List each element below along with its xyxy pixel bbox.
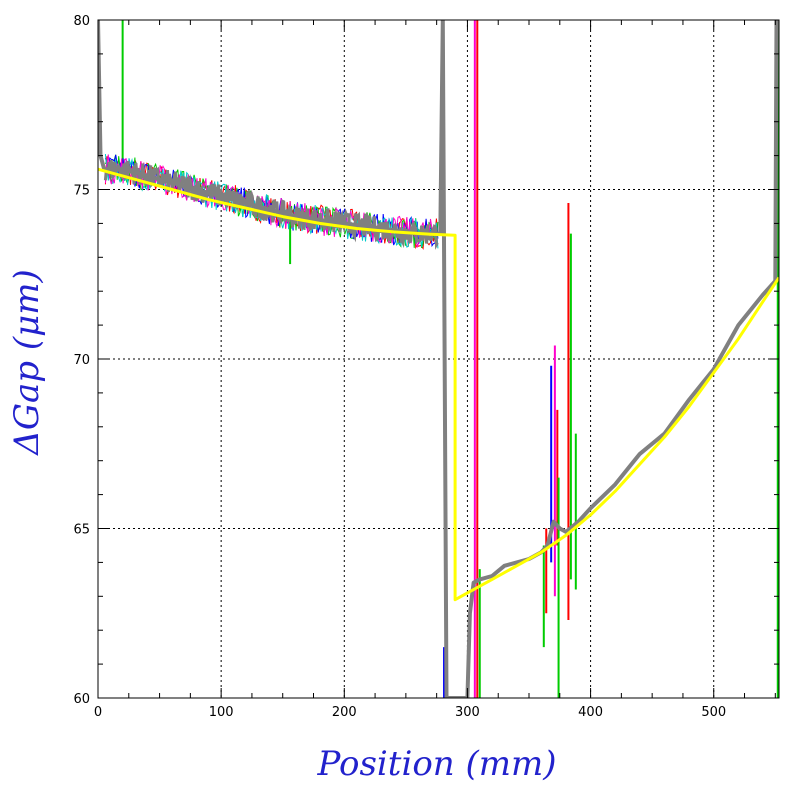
grid [98,20,779,698]
x-axis-title: Position (mm) [316,744,556,784]
x-tick-label: 300 [455,705,480,720]
x-tick-label: 0 [94,705,102,720]
y-tick-label: 75 [73,184,90,199]
series-layer [98,20,779,698]
y-tick-label: 65 [73,523,90,538]
y-tick-label: 60 [73,692,90,707]
x-tick-label: 200 [332,705,357,720]
fit-line [98,167,779,602]
measured-line [98,20,779,698]
x-tick-label: 400 [578,705,603,720]
plot-area [98,20,779,698]
y-axis-title: ΔGap (μm) [7,269,47,456]
y-tick-label: 70 [73,353,90,368]
tick-labels: 0 100 200 300 400 500 60 65 70 75 80 [73,14,726,720]
x-tick-label: 500 [701,705,726,720]
ticks [97,19,779,699]
x-tick-label: 100 [209,705,234,720]
y-tick-label: 80 [73,14,90,29]
